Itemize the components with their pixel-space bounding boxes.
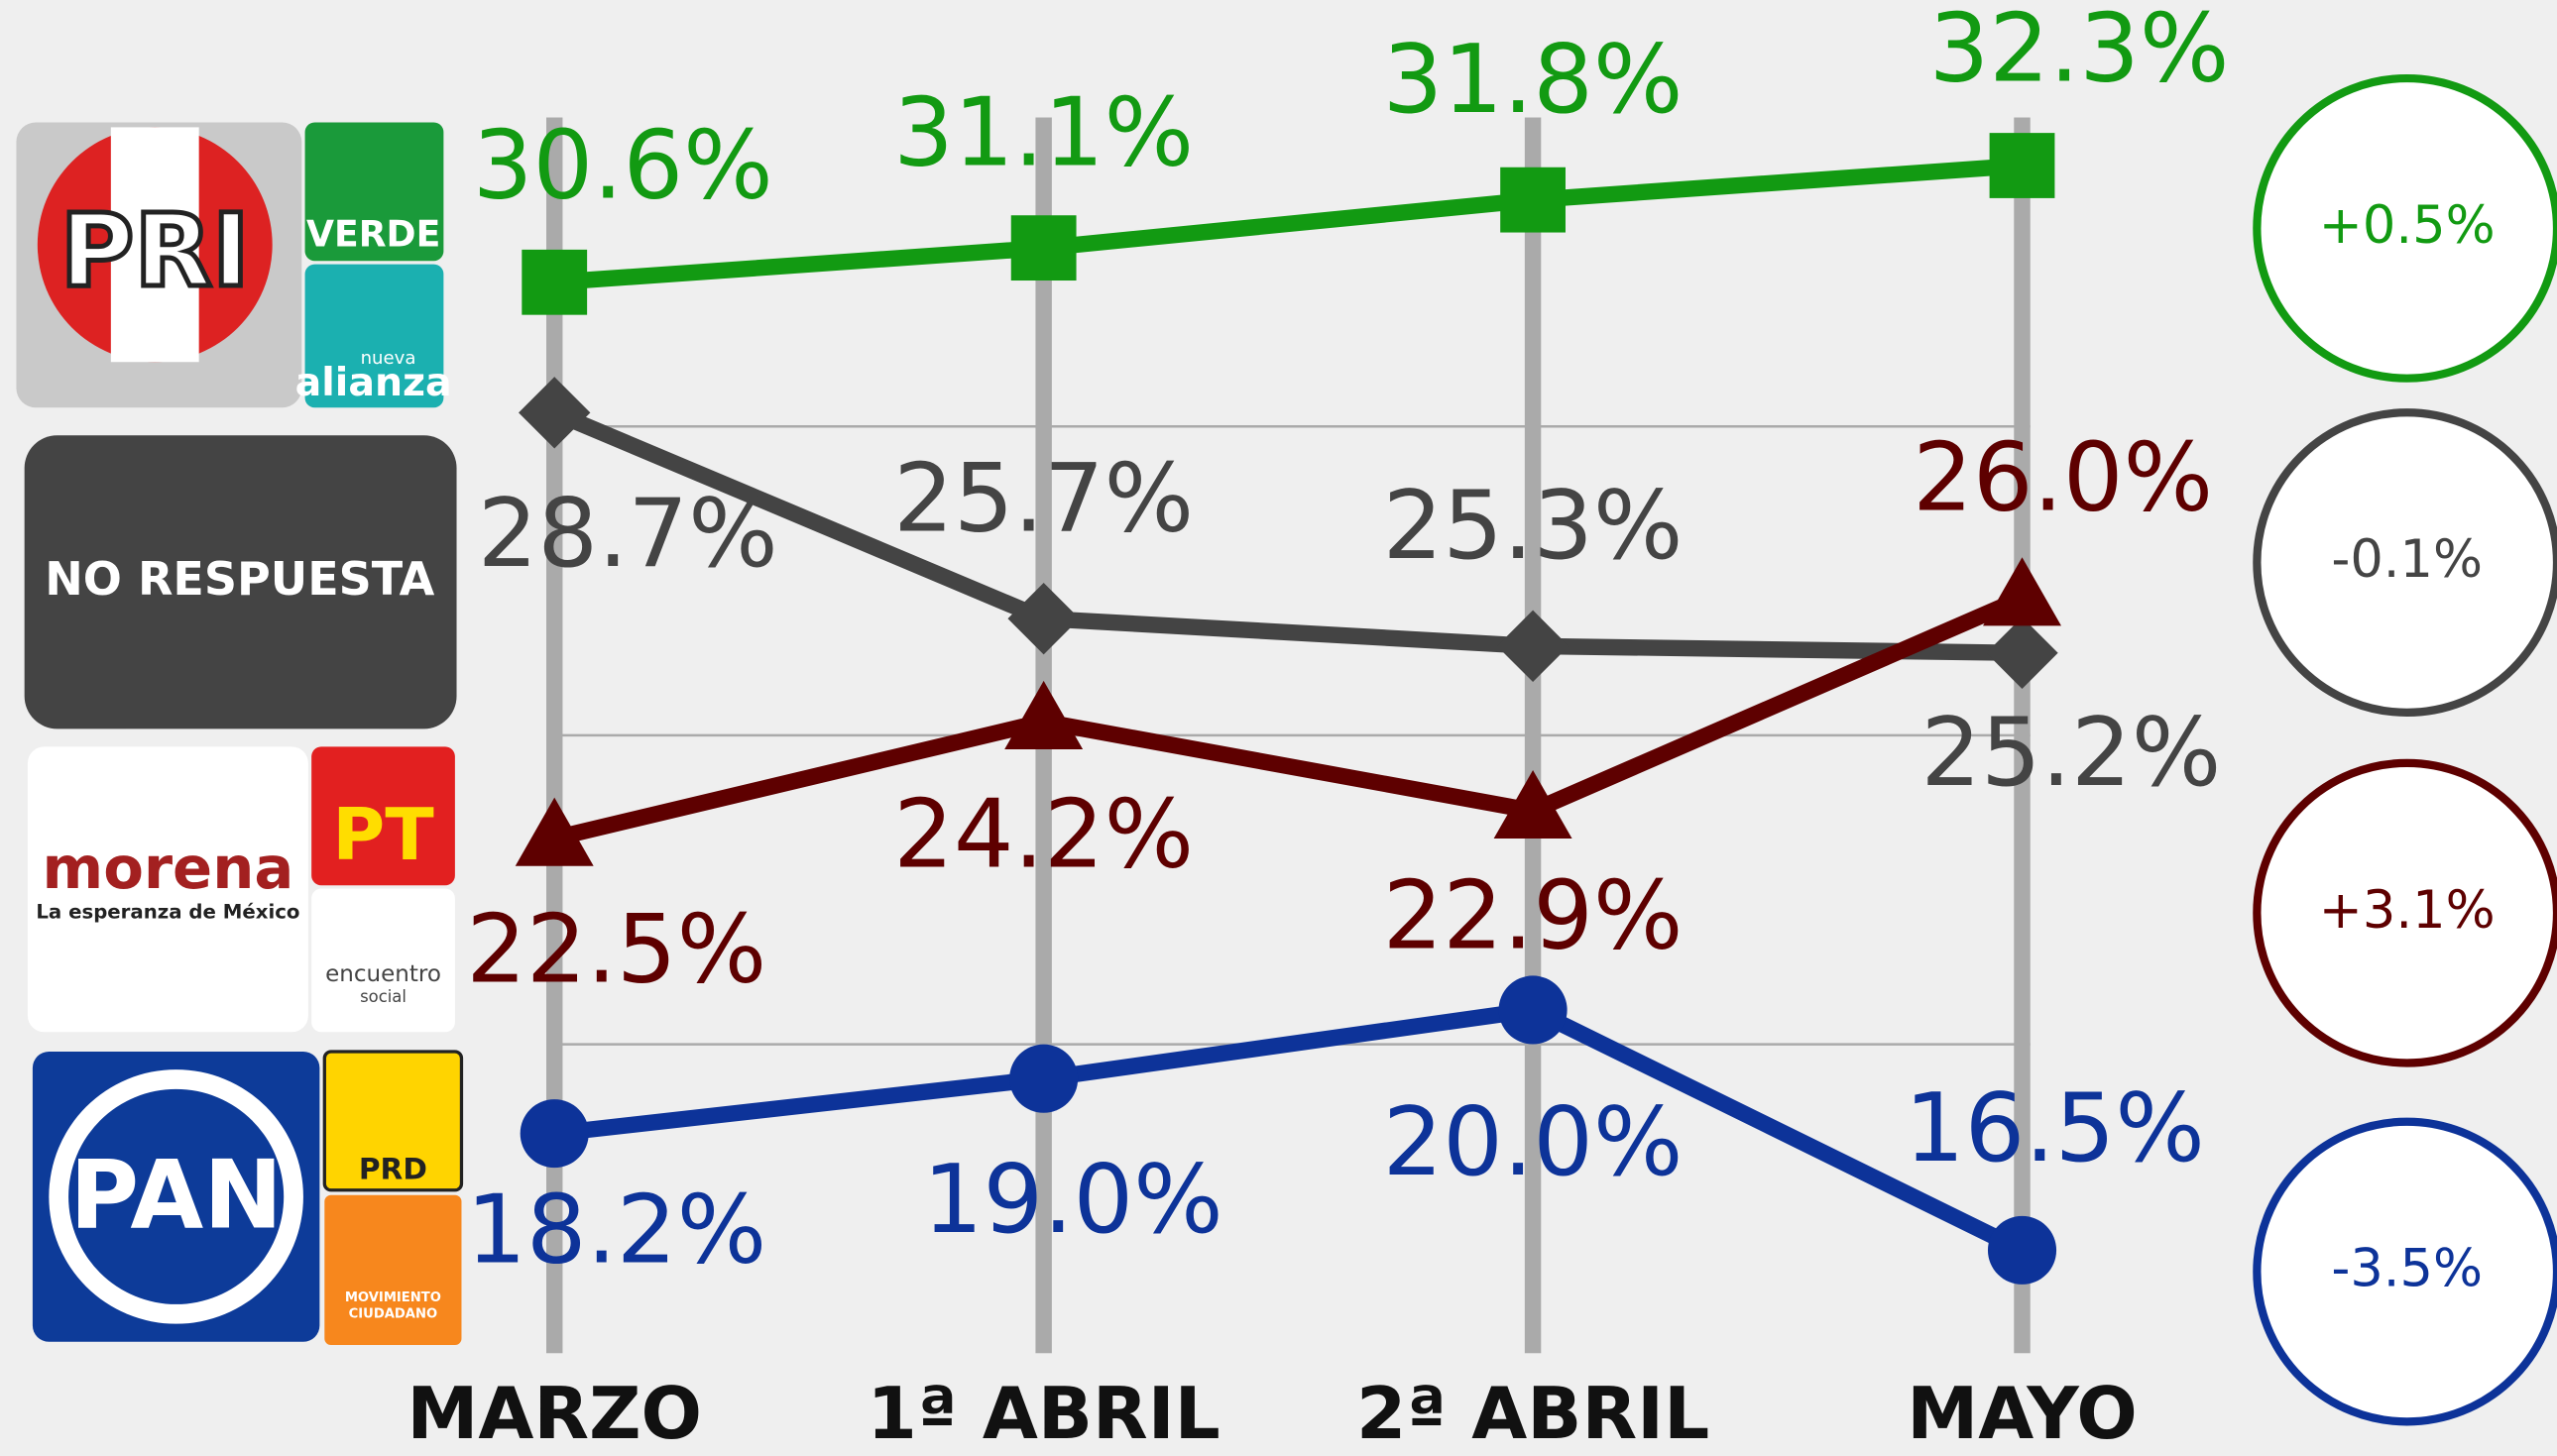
series-line xyxy=(553,1001,2027,1258)
data-label: 22.9% xyxy=(1383,860,1684,970)
data-label: 25.3% xyxy=(1383,471,1684,581)
data-label: 26.0% xyxy=(1913,423,2213,533)
change-circle xyxy=(2253,408,2557,717)
no-respuesta-text: NO RESPUESTA xyxy=(45,552,434,606)
data-label: 25.2% xyxy=(1920,698,2221,808)
marker xyxy=(1004,680,1084,750)
prd-text: PRD xyxy=(359,1153,427,1186)
change-label: +3.1% xyxy=(2319,880,2496,941)
plot: MARZO 1ª ABRIL 2ª ABRIL MAYO 30.6% 31.1% 31.8%… xyxy=(407,0,2557,1456)
verde-logo xyxy=(304,122,444,262)
marker xyxy=(519,377,591,449)
social-text: social xyxy=(360,987,407,1006)
series-line xyxy=(552,590,2026,846)
data-label: 24.2% xyxy=(893,779,1194,889)
x-tick-label: MARZO xyxy=(407,1373,702,1456)
marker xyxy=(1986,616,2058,689)
morena-text: morena xyxy=(43,834,294,902)
x-tick-label: 2ª ABRIL xyxy=(1356,1373,1709,1456)
marker xyxy=(1009,1044,1079,1113)
marker xyxy=(1498,975,1568,1045)
marker xyxy=(515,797,594,866)
legend: PRI VERDE nueva alianza NO RESPUESTA mor… xyxy=(16,122,464,1346)
change-circle xyxy=(2253,73,2557,383)
data-label: 31.8% xyxy=(1383,25,1684,135)
data-label: 25.7% xyxy=(893,443,1194,553)
marker xyxy=(1989,133,2055,198)
alianza-logo xyxy=(304,264,444,408)
alianza-small: nueva xyxy=(361,348,416,369)
data-label: 20.0% xyxy=(1383,1087,1684,1197)
category-line xyxy=(1524,117,1542,1354)
pan-text: PAN xyxy=(69,1141,283,1251)
mc-text-1: MOVIMIENTO xyxy=(345,1290,441,1305)
x-tick-label: MAYO xyxy=(1907,1373,2137,1456)
morena-logo xyxy=(27,746,308,1033)
marker xyxy=(522,249,588,315)
encuentro-text: encuentro xyxy=(325,961,441,987)
pan-inner xyxy=(68,1088,285,1304)
change-circle xyxy=(2253,758,2557,1067)
pri-text: PRI xyxy=(60,192,250,310)
mc-text-2: CIUDADANO xyxy=(349,1306,438,1321)
change-label: -0.1% xyxy=(2331,529,2483,590)
change-label: +0.5% xyxy=(2319,195,2496,256)
morena-slogan: La esperanza de México xyxy=(36,901,299,924)
category-line xyxy=(2014,117,2031,1354)
encuentro-logo xyxy=(311,888,455,1033)
pt-logo xyxy=(311,746,455,886)
marker xyxy=(1493,769,1572,840)
pri-stripe xyxy=(110,127,199,363)
data-label: 31.1% xyxy=(893,77,1194,187)
verde-text: VERDE xyxy=(306,213,440,256)
marker xyxy=(1983,557,2061,626)
data-label: 32.3% xyxy=(1929,0,2230,104)
change-circle xyxy=(2253,1117,2557,1426)
data-label: 30.6% xyxy=(473,110,773,220)
data-label: 22.5% xyxy=(466,895,766,1005)
prd-logo xyxy=(322,1050,464,1192)
marker xyxy=(1987,1215,2057,1285)
data-label: 16.5% xyxy=(1905,1073,2205,1183)
marker xyxy=(1500,167,1566,233)
pt-text: PT xyxy=(332,794,433,877)
data-label: 28.7% xyxy=(478,479,778,589)
series-line xyxy=(551,404,2023,662)
change-label: -3.5% xyxy=(2331,1239,2483,1299)
data-label: 19.0% xyxy=(923,1145,1223,1255)
no-respuesta-box xyxy=(24,435,457,729)
mc-logo xyxy=(324,1194,462,1346)
series-line xyxy=(553,157,2024,290)
data-label: 18.2% xyxy=(466,1176,766,1286)
alianza-text: alianza xyxy=(295,360,452,405)
marker xyxy=(520,1099,589,1169)
x-tick-label: 1ª ABRIL xyxy=(868,1373,1220,1456)
marker xyxy=(1010,215,1077,281)
